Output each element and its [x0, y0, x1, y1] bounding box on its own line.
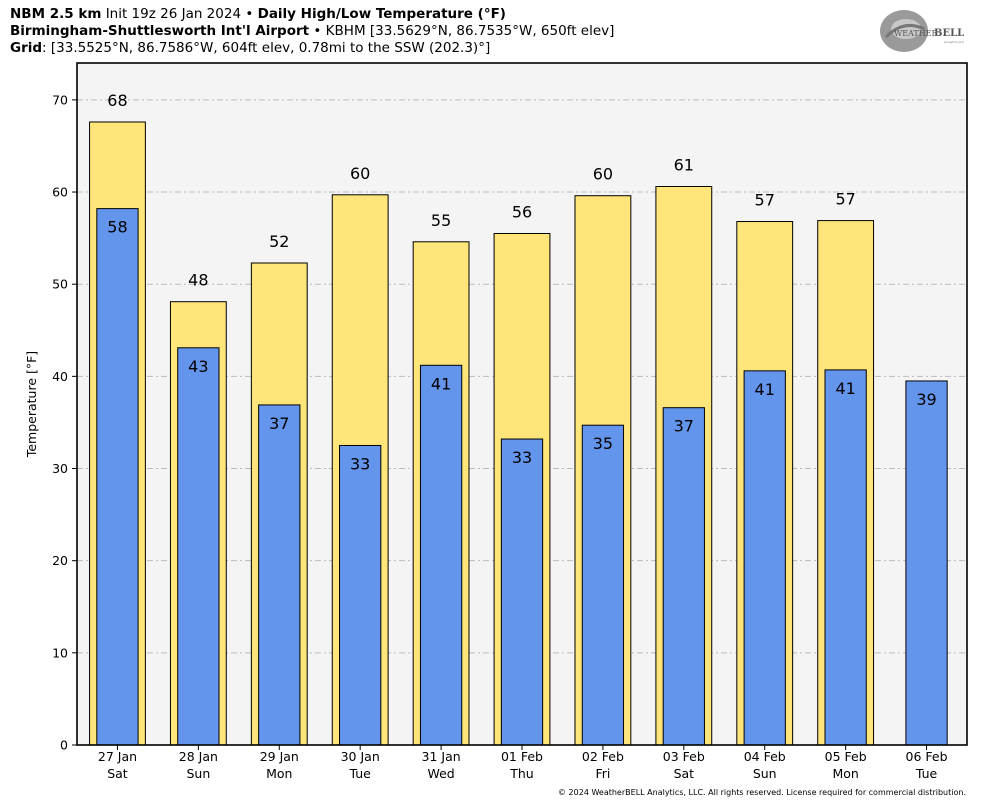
- y-axis-label: Temperature [°F]: [24, 351, 39, 458]
- low-temp-bar: [905, 380, 948, 746]
- low-temp-label: 37: [269, 414, 289, 433]
- low-temp-bar: [824, 369, 867, 746]
- high-temp-label: 57: [755, 191, 775, 210]
- x-tick-label-date: 30 Jan: [341, 749, 380, 764]
- grid-info: : [33.5525°N, 86.7586°W, 604ft elev, 0.7…: [42, 40, 491, 56]
- x-tick-label-date: 05 Feb: [825, 749, 867, 764]
- high-temp-label: 52: [269, 232, 289, 251]
- high-temp-label: 61: [674, 155, 694, 174]
- logo-text-bell: BELL: [934, 28, 964, 39]
- x-tick-label-dow: Sun: [753, 766, 777, 781]
- high-temp-label: 68: [107, 91, 127, 110]
- bullet-1: •: [245, 6, 254, 22]
- x-tick-label-date: 04 Feb: [744, 749, 786, 764]
- y-tick-label: 40: [52, 369, 68, 384]
- bullet-2: •: [313, 23, 322, 39]
- y-tick-label: 0: [60, 738, 68, 753]
- model-name: NBM 2.5 km: [10, 6, 102, 22]
- copyright-notice: © 2024 WeatherBELL Analytics, LLC. All r…: [558, 788, 966, 797]
- y-tick-label: 50: [52, 277, 68, 292]
- weatherbell-logo: WEATHER BELL Analytics LLC: [880, 10, 964, 52]
- x-tick-label-dow: Sat: [674, 766, 695, 781]
- x-tick-label-dow: Tue: [915, 766, 938, 781]
- x-tick-label-dow: Fri: [595, 766, 610, 781]
- high-temp-label: 60: [593, 165, 613, 184]
- logo-swirl-inner: [891, 19, 921, 39]
- x-tick-label-date: 01 Feb: [501, 749, 543, 764]
- x-tick-label-dow: Tue: [349, 766, 372, 781]
- low-temp-bar: [339, 444, 382, 746]
- low-temp-bar: [177, 347, 220, 746]
- x-tick-label-date: 28 Jan: [179, 749, 218, 764]
- high-temp-label: 57: [835, 190, 855, 209]
- logo-subtext: Analytics LLC: [944, 40, 964, 44]
- station-info: KBHM [33.5629°N, 86.7535°W, 650ft elev]: [325, 23, 615, 39]
- station-name: Birmingham-Shuttlesworth Int'l Airport: [10, 23, 310, 39]
- low-temp-bar: [258, 404, 301, 746]
- x-tick-label-date: 03 Feb: [663, 749, 705, 764]
- low-temp-bar: [500, 438, 544, 746]
- low-temp-bar: [581, 424, 625, 746]
- low-temp-label: 58: [107, 218, 127, 237]
- x-tick-label-date: 06 Feb: [906, 749, 948, 764]
- header-line-3: Grid: [33.5525°N, 86.7586°W, 604ft elev,…: [10, 40, 490, 57]
- low-temp-label: 37: [674, 417, 694, 436]
- x-tick-label-dow: Thu: [509, 766, 533, 781]
- y-tick-label: 30: [52, 461, 68, 476]
- bars: 68 58 48 43 52 37 60 33 55 41 56 33 60 35 61 37 57 41 57 41…: [89, 91, 948, 746]
- y-tick-label: 10: [52, 645, 68, 660]
- high-temp-label: 55: [431, 211, 451, 230]
- axes: 0 10 20 30 40 50 60 70 27 Jan Sat 28 Jan Sun 29 Jan M…: [52, 92, 948, 781]
- header-line-2: Birmingham-Shuttlesworth Int'l Airport •…: [10, 23, 614, 40]
- product-title: Daily High/Low Temperature (°F): [257, 6, 506, 22]
- low-temp-bar: [662, 407, 705, 746]
- x-tick-label-dow: Wed: [427, 766, 454, 781]
- x-tick-label-dow: Sat: [107, 766, 128, 781]
- logo-text-weather: WEATHER: [894, 29, 939, 38]
- x-tick-label-dow: Mon: [266, 766, 292, 781]
- x-tick-label-date: 27 Jan: [98, 749, 137, 764]
- logo-swirl-arc: [884, 23, 925, 39]
- high-temp-label: 60: [350, 164, 370, 183]
- x-tick-label-date: 31 Jan: [422, 749, 461, 764]
- x-tick-label-dow: Mon: [832, 766, 858, 781]
- low-temp-bar: [743, 370, 786, 746]
- low-temp-bar: [419, 364, 463, 746]
- low-temp-label: 43: [188, 357, 208, 376]
- low-temp-label: 41: [755, 380, 775, 399]
- y-tick-label: 60: [52, 185, 68, 200]
- grid-label: Grid: [10, 40, 43, 56]
- low-temp-label: 41: [431, 374, 451, 393]
- low-temp-label: 39: [916, 390, 936, 409]
- high-temp-label: 56: [512, 203, 532, 222]
- x-tick-label-date: 02 Feb: [582, 749, 624, 764]
- header-line-1: NBM 2.5 km Init 19z 26 Jan 2024 • Daily …: [10, 6, 506, 23]
- low-temp-label: 41: [835, 379, 855, 398]
- high-temp-label: 48: [188, 271, 208, 290]
- low-temp-label: 33: [350, 454, 370, 473]
- x-tick-label-date: 29 Jan: [260, 749, 299, 764]
- y-tick-label: 70: [52, 92, 68, 107]
- low-temp-bar: [96, 208, 139, 746]
- init-time: Init 19z 26 Jan 2024: [105, 6, 242, 22]
- low-temp-label: 33: [512, 448, 532, 467]
- x-tick-label-dow: Sun: [186, 766, 210, 781]
- low-temp-label: 35: [593, 434, 613, 453]
- y-tick-label: 20: [52, 553, 68, 568]
